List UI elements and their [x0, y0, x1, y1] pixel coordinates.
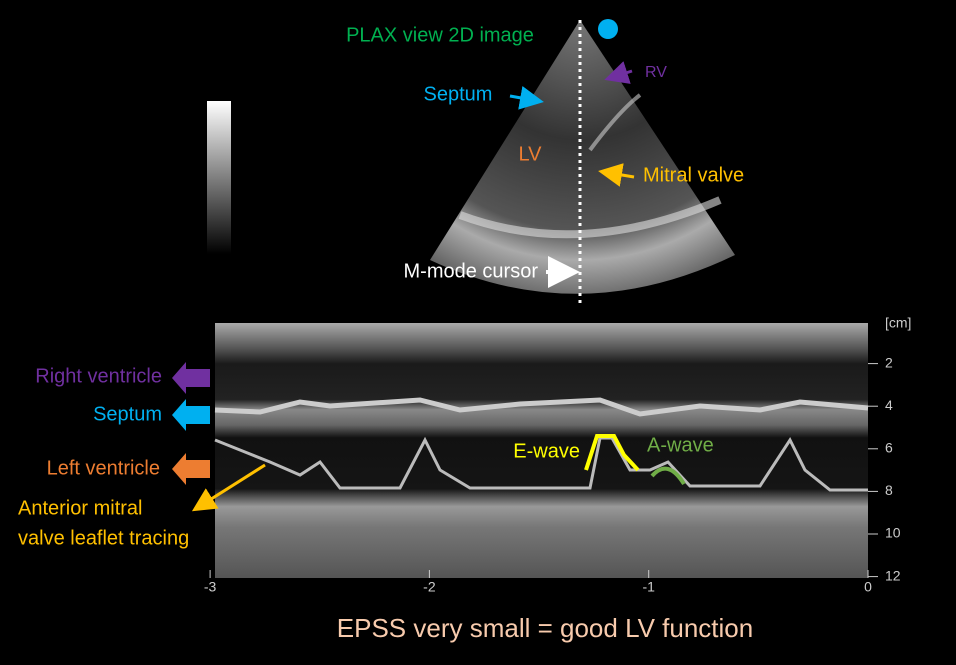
right-ventricle-label: Right ventricle — [35, 365, 162, 387]
ultrasound-sector — [430, 20, 735, 294]
mitral-valve-arrow — [598, 163, 635, 187]
depth-tick-label: 12 — [885, 567, 901, 583]
depth-tick-label: 2 — [885, 354, 893, 370]
footer: EPSS very small = good LV function — [337, 613, 753, 643]
lv-label: LV — [519, 143, 543, 165]
time-tick-label: 0 — [864, 579, 872, 595]
leaflet-label-line: Anterior mitral — [18, 497, 142, 519]
left-ventricle-label: Left ventricle — [47, 457, 160, 479]
sector-wall — [458, 196, 722, 239]
mitral-leaflet-trace — [214, 436, 868, 492]
mitral-valve-label: Mitral valve — [643, 164, 744, 186]
depth-tick-label: 10 — [885, 525, 901, 541]
time-tick-label: -1 — [642, 579, 655, 595]
orientation-dot — [598, 19, 618, 39]
depth-unit: [cm] — [885, 315, 911, 331]
sector-valve — [588, 93, 642, 152]
septum-block-arrow — [172, 399, 210, 431]
rv-label: RV — [645, 64, 667, 81]
septum-trace — [214, 397, 869, 417]
lv-block-arrow — [172, 453, 210, 485]
gray-scale-bar — [207, 101, 231, 254]
e-wave-outline — [584, 434, 640, 472]
mm-septum-label: Septum — [93, 403, 162, 425]
depth-tick-label: 4 — [885, 397, 893, 413]
rv-block-arrow — [172, 362, 210, 394]
sector-title: PLAX view 2D image — [346, 24, 534, 46]
depth-tick-label: 6 — [885, 440, 893, 456]
e-wave-label: E-wave — [513, 440, 580, 462]
septum-label: Septum — [424, 83, 493, 105]
m-mode-image — [215, 323, 868, 578]
septum-arrow — [509, 86, 544, 110]
leaflet-label-line: valve leaflet tracing — [18, 527, 189, 549]
time-tick-label: -3 — [204, 579, 217, 595]
leaflet-arrow — [191, 463, 266, 512]
cursor-label: M-mode cursor — [404, 260, 539, 282]
a-wave-outline — [650, 466, 686, 486]
depth-tick-label: 8 — [885, 482, 893, 498]
a-wave-label: A-wave — [647, 434, 714, 456]
time-tick-label: -2 — [423, 579, 436, 595]
axis-ticks: 2 4 6 8 10 12 -3 -2 -1 0 — [204, 354, 901, 594]
rv-arrow — [604, 61, 633, 84]
